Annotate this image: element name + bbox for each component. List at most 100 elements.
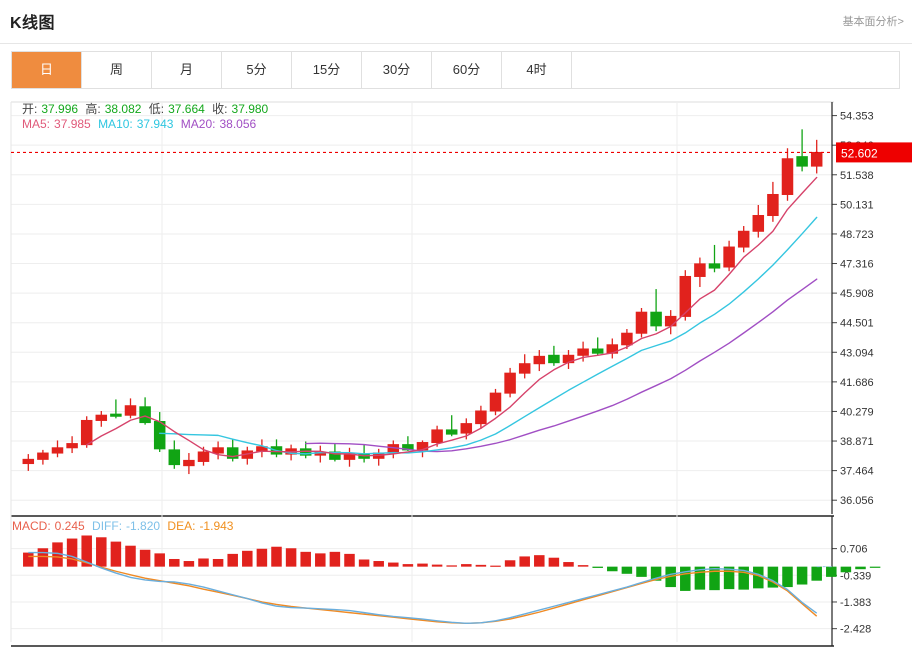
macd-bar [723,566,735,590]
candle-body [621,332,633,346]
period-tab-6[interactable]: 60分 [432,52,502,88]
macd-bar [52,542,63,567]
period-tab-7[interactable]: 4时 [502,52,572,88]
macd-bar [490,565,501,567]
macd-bar [431,564,443,567]
macd-bar [475,564,487,567]
diff-line [28,551,818,625]
candle-body [80,419,93,446]
candle-body [591,348,604,354]
macd-bar [694,566,706,590]
candle-body [635,311,648,334]
period-tab-row: 日周月 5分 15分 30分 60分 4时 [11,51,900,89]
macd-bar [227,553,238,567]
price-axis-tick: 41.686 [840,377,874,389]
macd-bar [607,566,618,572]
candle-body [708,263,721,269]
macd-bar [519,556,530,567]
current-price-value: 52.602 [841,146,878,160]
candle-body [153,421,166,450]
macd-bar [548,557,560,567]
candle-body [664,315,677,327]
price-axis-tick: 48.723 [840,229,874,241]
dea-line [28,555,818,625]
candle-body [66,443,78,449]
price-axis-tick: 38.871 [840,436,874,448]
fundamental-analysis-link[interactable]: 基本面分析> [842,16,904,28]
period-tabbar: 日周月 5分 15分 30分 60分 4时 [0,44,912,96]
candle-body [139,406,151,424]
macd-bar [709,566,720,591]
period-tab-3[interactable]: 5分 [222,52,292,88]
candle-body [650,311,662,327]
candle-body [183,459,195,467]
chart-area[interactable]: 54.35352.94651.53850.13148.72347.31645.9… [0,96,912,653]
price-axis-tick: 43.094 [840,347,874,359]
macd-bar [446,565,457,567]
macd-bar [636,566,647,577]
macd-bar [753,566,764,589]
ma10-line [159,216,818,455]
page-title: K线图 [10,15,56,32]
candle-body [95,414,108,421]
price-axis-tick: 54.353 [840,111,874,123]
candle-body [810,151,823,167]
macd-bar [81,535,92,567]
macd-bar [504,560,516,567]
candle-body [694,263,706,277]
page-header: K线图 基本面分析> [0,0,912,44]
macd-bar [183,561,195,567]
macd-bar [300,551,311,567]
price-axis-tick: 36.056 [840,495,874,507]
kline-chart-svg[interactable]: 54.35352.94651.53850.13148.72347.31645.9… [0,96,912,653]
candle-body [431,429,443,444]
candle-body [518,363,531,374]
macd-bar [198,558,209,567]
candle-body [737,230,750,248]
candle-body [124,405,137,416]
macd-bar [344,553,355,567]
candle-body [460,423,473,434]
macd-bar [826,566,837,577]
ma20-line [305,278,818,453]
period-tab-5[interactable]: 30分 [362,52,432,88]
macd-bar [592,566,603,568]
macd-bar [388,562,399,567]
candle-body [533,355,546,365]
macd-bar [125,545,136,567]
price-axis-tick: 45.908 [840,288,874,300]
period-tab-4[interactable]: 15分 [292,52,362,88]
macd-histogram [23,535,881,591]
candle-body [723,246,735,268]
macd-axis-tick: -0.339 [840,570,871,582]
candle-body [504,372,516,394]
candle-body [387,444,400,454]
candle-body [767,193,779,217]
macd-bar [329,551,341,567]
macd-axis-tick: 0.706 [840,544,868,556]
candle-body [445,429,458,435]
macd-bar [285,548,297,567]
price-axis-tick: 47.316 [840,259,874,271]
macd-bar [869,566,881,568]
macd-bar [212,558,224,567]
period-tab-0[interactable]: 日 [12,52,82,88]
macd-bar [840,566,852,573]
candle-body [679,275,692,317]
ma5-line [86,176,818,458]
period-tab-1[interactable]: 周 [82,52,152,88]
period-tab-2[interactable]: 月 [152,52,222,88]
tab-filler [572,52,900,88]
candle-body [475,410,487,425]
macd-bar [23,552,34,567]
macd-bar [66,538,78,567]
macd-bar [96,537,107,567]
candle-body [226,447,239,459]
macd-bar [402,564,414,567]
macd-bar [461,564,472,567]
macd-bar [139,549,151,567]
macd-bar [154,553,165,567]
macd-bar [242,550,253,567]
macd-bar [373,561,384,567]
